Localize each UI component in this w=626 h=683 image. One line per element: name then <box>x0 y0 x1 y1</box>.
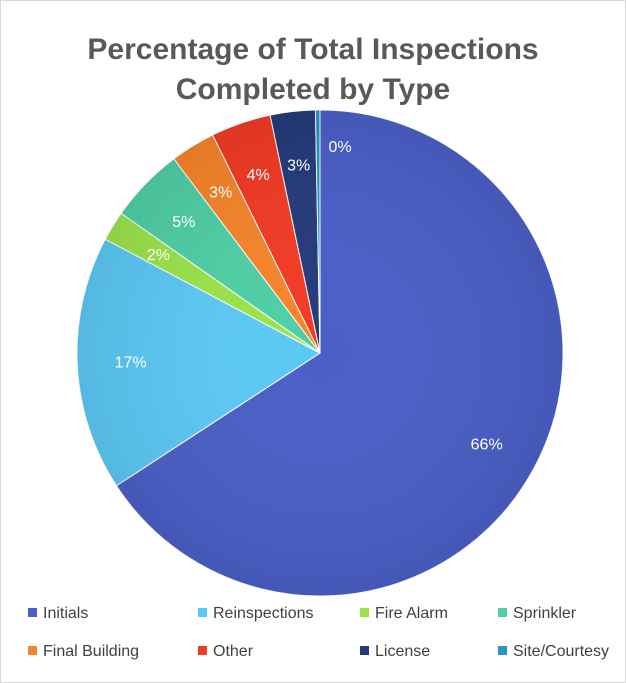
legend-item-reinspections: Reinspections <box>198 604 314 624</box>
data-label-reinspections: 17% <box>115 355 147 372</box>
legend-swatch-final-building <box>28 646 37 655</box>
legend-label-site-courtesy: Site/Courtesy <box>513 643 610 660</box>
legend-item-initials: Initials <box>28 604 88 624</box>
data-label-license: 3% <box>287 158 310 175</box>
legend-label-fire-alarm: Fire Alarm <box>375 605 448 622</box>
legend-label-other: Other <box>213 643 254 660</box>
legend-label-sprinkler: Sprinkler <box>513 605 577 622</box>
legend-item-fire-alarm: Fire Alarm <box>360 604 448 624</box>
data-label-site-courtesy: 0% <box>328 139 351 156</box>
chart-title-line-1: Percentage of Total Inspections <box>87 33 539 66</box>
data-label-initials: 66% <box>471 436 503 453</box>
chart-title: Percentage of Total Inspections Complete… <box>0 30 626 110</box>
legend-item-sprinkler: Sprinkler <box>498 604 576 624</box>
legend-swatch-reinspections <box>198 608 207 617</box>
legend-swatch-initials <box>28 608 37 617</box>
legend-item-site-courtesy: Site/Courtesy <box>498 642 609 662</box>
data-label-other: 4% <box>247 167 270 184</box>
legend-item-other: Other <box>198 642 253 662</box>
data-label-sprinkler: 5% <box>172 214 195 231</box>
legend-swatch-site-courtesy <box>498 646 507 655</box>
legend-label-final-building: Final Building <box>43 643 140 660</box>
data-label-final-building: 3% <box>209 185 232 202</box>
legend-swatch-license <box>360 646 369 655</box>
data-label-fire-alarm: 2% <box>147 247 170 264</box>
legend-swatch-fire-alarm <box>360 608 369 617</box>
legend-item-license: License <box>360 642 430 662</box>
legend-item-final-building: Final Building <box>28 642 139 662</box>
legend-swatch-other <box>198 646 207 655</box>
chart-title-line-2: Completed by Type <box>175 73 451 106</box>
legend-swatch-sprinkler <box>498 608 507 617</box>
legend-label-initials: Initials <box>43 605 89 622</box>
legend-label-license: License <box>375 643 431 660</box>
legend-label-reinspections: Reinspections <box>213 605 314 622</box>
